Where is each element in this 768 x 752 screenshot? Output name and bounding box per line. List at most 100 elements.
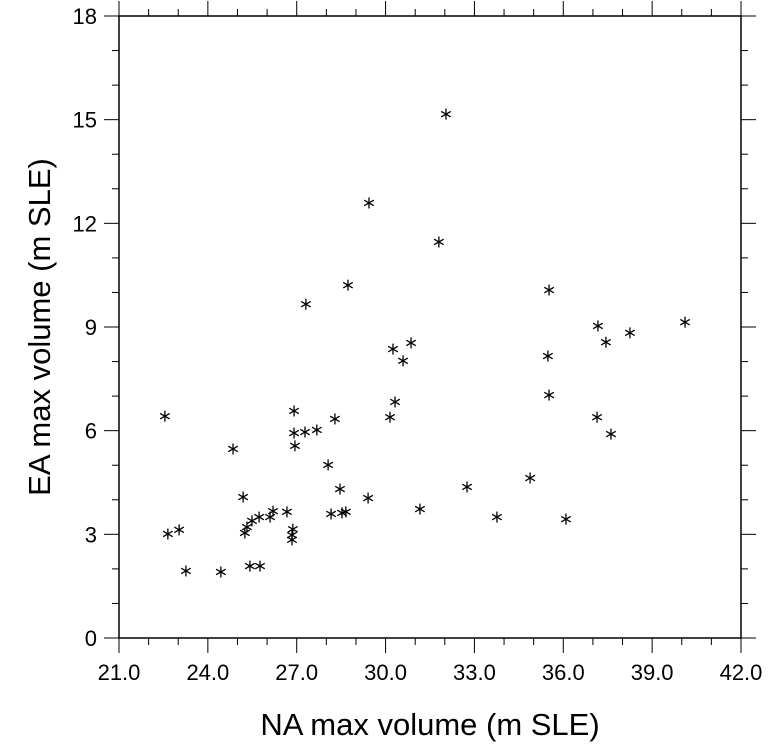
data-point xyxy=(624,327,636,339)
asterisk-stroke xyxy=(340,508,351,516)
data-point xyxy=(215,566,226,578)
asterisk-stroke xyxy=(241,523,253,531)
x-tick-label: 39.0 xyxy=(631,660,674,685)
data-point xyxy=(174,524,185,536)
data-point xyxy=(288,427,300,439)
asterisk-stroke xyxy=(267,507,279,515)
asterisk-stroke xyxy=(299,428,311,436)
asterisk-stroke xyxy=(254,513,265,521)
data-point xyxy=(311,424,322,436)
asterisk-stroke xyxy=(329,415,341,423)
asterisk-stroke xyxy=(254,562,266,570)
y-tick-labels: 0 3 6 9 12 15 18 xyxy=(73,4,97,651)
data-point xyxy=(433,236,444,248)
asterisk-stroke xyxy=(323,461,334,469)
data-point xyxy=(281,506,293,518)
asterisk-stroke xyxy=(287,525,298,533)
asterisk-stroke xyxy=(325,510,337,518)
asterisk-stroke xyxy=(264,513,276,521)
data-point xyxy=(159,410,170,422)
asterisk-stroke xyxy=(239,529,250,537)
data-point xyxy=(264,511,276,523)
data-points xyxy=(159,108,691,578)
asterisk-stroke xyxy=(311,426,322,434)
data-point xyxy=(289,440,301,452)
data-point xyxy=(334,483,346,495)
x-tick-label: 42.0 xyxy=(720,660,763,685)
asterisk-stroke xyxy=(363,494,374,502)
data-point xyxy=(592,320,604,332)
data-point xyxy=(405,337,417,349)
asterisk-stroke xyxy=(244,562,256,570)
asterisk-stroke xyxy=(433,238,444,246)
asterisk-stroke xyxy=(300,300,311,308)
asterisk-stroke xyxy=(605,430,617,438)
data-point xyxy=(254,511,265,523)
asterisk-stroke xyxy=(543,391,555,399)
data-point xyxy=(325,508,337,520)
asterisk-stroke xyxy=(440,110,452,118)
data-point xyxy=(414,503,426,515)
data-point xyxy=(543,389,555,401)
asterisk-stroke xyxy=(461,483,473,491)
y-tick-label: 12 xyxy=(73,211,97,236)
asterisk-stroke xyxy=(215,568,226,576)
data-point xyxy=(299,426,311,438)
data-point xyxy=(239,527,250,539)
data-point xyxy=(384,411,396,423)
asterisk-stroke xyxy=(227,445,239,453)
data-point xyxy=(246,515,258,527)
asterisk-stroke xyxy=(238,493,249,501)
asterisk-stroke xyxy=(174,526,185,534)
data-point xyxy=(525,472,536,484)
asterisk-stroke xyxy=(159,412,170,420)
data-point xyxy=(244,560,256,572)
y-tick-label: 3 xyxy=(85,522,97,547)
asterisk-stroke xyxy=(679,318,691,326)
data-point xyxy=(397,355,409,367)
asterisk-stroke xyxy=(542,352,553,360)
data-point xyxy=(387,343,399,355)
x-tick-label: 24.0 xyxy=(186,660,229,685)
data-point xyxy=(300,298,311,310)
data-point xyxy=(600,336,612,348)
data-point xyxy=(461,481,473,493)
data-point xyxy=(162,528,173,540)
asterisk-stroke xyxy=(405,339,417,347)
data-point xyxy=(287,523,298,535)
data-point xyxy=(241,521,253,533)
data-point xyxy=(342,279,354,291)
y-tick-label: 18 xyxy=(73,4,97,29)
x-tick-label: 30.0 xyxy=(364,660,407,685)
y-axis-label: EA max volume (m SLE) xyxy=(22,158,57,496)
asterisk-stroke xyxy=(491,513,503,521)
data-point xyxy=(323,459,334,471)
data-point xyxy=(238,491,249,503)
asterisk-stroke xyxy=(336,509,348,517)
data-point xyxy=(679,316,691,328)
data-point xyxy=(605,428,617,440)
data-point xyxy=(286,534,298,546)
data-point xyxy=(227,443,239,455)
data-point xyxy=(363,197,375,209)
asterisk-stroke xyxy=(281,508,293,516)
asterisk-stroke xyxy=(560,515,572,523)
asterisk-stroke xyxy=(414,505,426,513)
data-point xyxy=(591,411,603,423)
data-point xyxy=(491,511,503,523)
x-tick-label: 36.0 xyxy=(542,660,585,685)
asterisk-stroke xyxy=(592,322,604,330)
asterisk-stroke xyxy=(288,429,300,437)
data-point xyxy=(329,413,341,425)
x-tick-label: 27.0 xyxy=(275,660,318,685)
asterisk-stroke xyxy=(288,407,300,415)
asterisk-stroke xyxy=(342,281,354,289)
asterisk-stroke xyxy=(363,199,375,207)
data-point xyxy=(254,560,266,572)
asterisk-stroke xyxy=(543,286,555,294)
data-point xyxy=(288,405,300,417)
axis-ticks xyxy=(104,1,756,653)
data-point xyxy=(340,506,351,518)
asterisk-stroke xyxy=(334,485,346,493)
x-axis-label: NA max volume (m SLE) xyxy=(260,707,599,742)
